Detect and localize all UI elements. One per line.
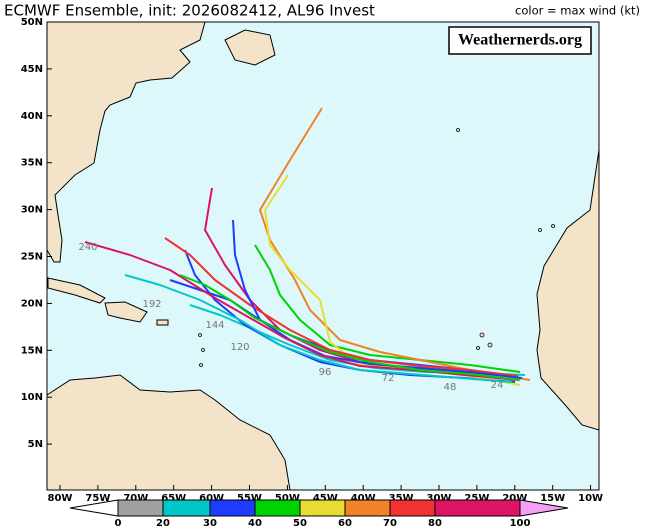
lon-label: 20W	[502, 493, 527, 504]
colorbar-segment	[344, 499, 391, 517]
colorbar-tick-label: 60	[338, 518, 352, 529]
lon-label: 15W	[540, 493, 565, 504]
colorbar: 0 20 30 40 50 60 70 80 100	[69, 499, 569, 529]
lon-label: 40W	[351, 493, 376, 504]
colorbar-segment	[434, 499, 521, 517]
lat-label: 15N	[21, 345, 43, 356]
colorbar-tick-label: 20	[156, 518, 170, 529]
lon-label: 75W	[85, 493, 110, 504]
tracks	[84, 107, 531, 386]
lat-label: 5N	[28, 439, 43, 450]
colorbar-tick-label: 30	[203, 518, 217, 529]
track-label: 48	[444, 382, 457, 393]
colorbar-segment	[162, 499, 211, 517]
legend-note: color = max wind (kt)	[515, 4, 640, 18]
colorbar-tick-label: 40	[248, 518, 262, 529]
lon-label: 25W	[464, 493, 489, 504]
track-label: 72	[382, 373, 395, 384]
lon-label: 35W	[389, 493, 414, 504]
africa	[536, 149, 600, 431]
lat-label: 40N	[21, 111, 43, 122]
lon-label: 65W	[161, 493, 186, 504]
track-label: 240	[78, 242, 97, 253]
lon-label: 50W	[275, 493, 300, 504]
lon-label: 80W	[48, 493, 73, 504]
lon-label: 30W	[427, 493, 452, 504]
colorbar-tick-label: 80	[428, 518, 442, 529]
lat-label: 20N	[21, 298, 43, 309]
lat-label: 10N	[21, 392, 43, 403]
title: ECMWF Ensemble, init: 2026082412, AL96 I…	[4, 2, 375, 20]
colorbar-tick-label: 70	[383, 518, 397, 529]
colorbar-segment	[299, 499, 346, 517]
lat-label: 30N	[21, 205, 43, 216]
watermark: Weathernerds.org	[458, 32, 582, 49]
colorbar-segment	[209, 499, 256, 517]
track-label: 24	[491, 380, 504, 391]
islands	[198, 128, 555, 367]
lat-label: 35N	[21, 158, 43, 169]
map-area: Weathernerds.org	[46, 21, 600, 491]
lat-label: 25N	[21, 252, 43, 263]
track-label: 144	[205, 320, 224, 331]
puerto-rico	[156, 319, 169, 326]
track-label: 120	[230, 342, 249, 353]
watermark-box	[448, 26, 592, 55]
lat-label: 45N	[21, 64, 43, 75]
north-america	[46, 21, 206, 263]
newfoundland	[224, 29, 276, 66]
colorbar-segment	[389, 499, 436, 517]
lon-label: 70W	[123, 493, 148, 504]
axis-labels: 50N 45N 40N 35N 30N 25N 20N 15N 10N 5N 80W 75W 70W 65…	[21, 17, 603, 504]
cuba	[47, 277, 106, 304]
colorbar-segment	[117, 499, 164, 517]
lat-label: 50N	[21, 17, 43, 28]
lon-label: 60W	[199, 493, 224, 504]
lon-label: 55W	[237, 493, 262, 504]
hispaniola	[104, 301, 148, 323]
colorbar-segment	[254, 499, 301, 517]
south-america	[46, 374, 291, 491]
track-label: 192	[142, 299, 161, 310]
lon-label: 10W	[578, 493, 603, 504]
lon-label: 45W	[313, 493, 338, 504]
track-label: 96	[319, 367, 332, 378]
colorbar-tick-label: 50	[293, 518, 307, 529]
colorbar-tick-label: 100	[510, 518, 531, 529]
colorbar-tick-label: 0	[115, 518, 122, 529]
